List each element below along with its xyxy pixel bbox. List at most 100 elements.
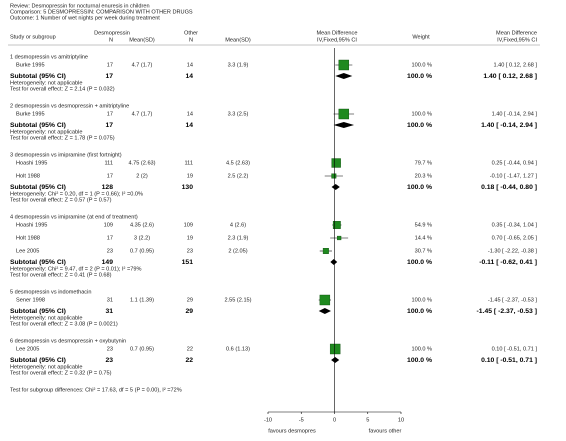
- weight: 79.7 %: [415, 160, 432, 166]
- n1: 17: [107, 62, 113, 68]
- overall-effect: Test for overall effect: Z = 0.32 (P = 0…: [10, 370, 112, 376]
- col-msd2: Mean(SD): [225, 37, 251, 43]
- effect-ci: 0.25 [ -0.44, 0.94 ]: [492, 160, 538, 166]
- effect-square: [338, 59, 350, 71]
- overall-effect: Test for overall effect: Z = 0.41 (P = 0…: [10, 272, 112, 278]
- mean-sd1: 2 (2): [136, 173, 148, 179]
- subtotal-n2: 29: [185, 308, 193, 315]
- n2: 109: [184, 222, 193, 228]
- n2: 22: [187, 346, 193, 352]
- x-tick-label: 5: [366, 417, 369, 423]
- subtotal-weight: 100.0 %: [407, 357, 432, 364]
- subtotal-n2: 151: [182, 259, 194, 266]
- weight: 100.0 %: [411, 111, 432, 117]
- col-study: Study or subgroup: [10, 34, 56, 40]
- n1: 111: [104, 160, 113, 166]
- x-tick-label: -10: [264, 417, 272, 423]
- weight: 14.4 %: [415, 235, 432, 241]
- subtotal-n2: 22: [185, 357, 193, 364]
- subtotal-ci: 0.10 [ -0.51, 0.71 ]: [481, 357, 537, 364]
- effect-square: [322, 248, 329, 254]
- overall-effect: Test for overall effect: Z = 1.78 (P = 0…: [10, 135, 115, 141]
- subtotal-diamond: [333, 122, 355, 128]
- weight: 100.0 %: [411, 62, 432, 68]
- heterogeneity: Heterogeneity: Chi² = 0.20, df = 1 (P = …: [10, 191, 143, 197]
- mean-sd2: 4 (2.6): [230, 222, 246, 228]
- n2: 23: [187, 248, 193, 254]
- x-tick-label: 0: [333, 417, 336, 423]
- subtotal-label: Subtotal (95% CI): [10, 184, 66, 191]
- n1: 109: [104, 222, 113, 228]
- col-method2: IV,Fixed,95% CI: [497, 37, 537, 43]
- subtotal-n2: 130: [182, 184, 194, 191]
- study-name: Holt 1988: [16, 235, 40, 241]
- mean-sd2: 0.6 (1.13): [226, 346, 250, 352]
- mean-sd1: 4.7 (1.7): [132, 62, 153, 68]
- subtotal-n2: 14: [185, 122, 193, 129]
- n1: 17: [107, 111, 113, 117]
- mean-sd2: 2.55 (2.15): [224, 297, 251, 303]
- col-group1: Desmopressin: [94, 30, 130, 36]
- effect-square: [338, 108, 350, 120]
- study-name: Hoashi 1995: [16, 160, 47, 166]
- effect-ci: 0.10 [ -0.51, 0.71 ]: [492, 346, 538, 352]
- effect-square: [337, 235, 342, 241]
- subtotal-diamond: [331, 357, 340, 363]
- weight: 30.7 %: [415, 248, 432, 254]
- subtotal-n1: 31: [105, 308, 113, 315]
- outcome: Outcome: 1 Number of wet nights per week…: [10, 15, 160, 21]
- subtotal-n1: 149: [102, 259, 114, 266]
- mean-sd1: 3 (2.2): [134, 235, 150, 241]
- mean-sd2: 2 (2.05): [228, 248, 247, 254]
- effect-ci: 1.40 [ 0.12, 2.68 ]: [493, 62, 537, 68]
- overall-effect: Test for overall effect: Z = 3.08 (P = 0…: [10, 321, 118, 327]
- study-name: Hoashi 1995: [16, 222, 47, 228]
- subtotal-n1: 128: [102, 184, 114, 191]
- subtotal-weight: 100.0 %: [407, 184, 432, 191]
- effect-ci: -1.30 [ -2.22, -0.38 ]: [488, 248, 538, 254]
- subtotal-label: Subtotal (95% CI): [10, 122, 66, 129]
- subtotal-ci: 1.40 [ 0.12, 2.68 ]: [483, 73, 537, 80]
- effect-square: [329, 343, 341, 355]
- favours-left: favours desmopres: [268, 428, 316, 434]
- subtotal-label: Subtotal (95% CI): [10, 259, 66, 266]
- n1: 31: [107, 297, 113, 303]
- n2: 29: [187, 297, 193, 303]
- subtotal-ci: -1.45 [ -2.37, -0.53 ]: [477, 308, 537, 315]
- comparison: Comparison: 5 DESMOPRESSIN: COMPARISON W…: [10, 9, 193, 15]
- subtotal-weight: 100.0 %: [407, 308, 432, 315]
- n2: 111: [184, 160, 193, 166]
- col-method: IV,Fixed,95% CI: [317, 37, 357, 43]
- subtotal-label: Subtotal (95% CI): [10, 73, 66, 80]
- n1: 23: [107, 248, 113, 254]
- effect-ci: -1.45 [ -2.37, -0.53 ]: [488, 297, 538, 303]
- heterogeneity: Heterogeneity: not applicable: [10, 129, 82, 135]
- subgroup-title: 6 desmopressin vs desmopressin + oxybuty…: [10, 338, 126, 344]
- mean-sd2: 2.3 (1.9): [228, 235, 249, 241]
- heterogeneity: Heterogeneity: not applicable: [10, 364, 82, 370]
- n2: 14: [187, 111, 193, 117]
- n1: 23: [107, 346, 113, 352]
- subtotal-ci: -0.11 [ -0.62, 0.41 ]: [479, 259, 537, 266]
- col-group2: Other: [184, 30, 198, 36]
- subtotal-ci: 0.18 [ -0.44, 0.80 ]: [481, 184, 537, 191]
- effect-ci: 1.40 [ -0.14, 2.94 ]: [492, 111, 538, 117]
- effect-ci: 0.35 [ -0.34, 1.04 ]: [492, 222, 538, 228]
- mean-sd1: 4.75 (2.63): [128, 160, 155, 166]
- study-name: Holt 1988: [16, 173, 40, 179]
- n1: 17: [107, 173, 113, 179]
- heterogeneity: Heterogeneity: not applicable: [10, 80, 82, 86]
- subtotal-weight: 100.0 %: [407, 73, 432, 80]
- effect-square: [331, 173, 337, 179]
- study-name: Burke 1995: [16, 62, 45, 68]
- mean-sd1: 1.1 (1.39): [130, 297, 154, 303]
- n2: 19: [187, 235, 193, 241]
- x-tick-label: 10: [398, 417, 404, 423]
- subtotal-n1: 23: [105, 357, 113, 364]
- subtotal-diamond: [330, 259, 338, 265]
- weight: 54.9 %: [415, 222, 432, 228]
- heterogeneity: Heterogeneity: Chi² = 9.47, df = 2 (P = …: [10, 266, 141, 272]
- n2: 14: [187, 62, 193, 68]
